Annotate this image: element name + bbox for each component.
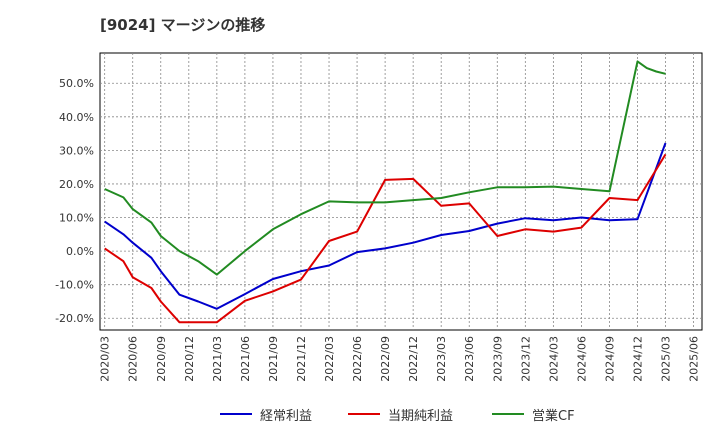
legend-swatch-operating-cf (492, 413, 524, 415)
x-tick-label: 2022/09 (379, 336, 392, 382)
y-axis-ticks: -20.0% -10.0% 0.0% 10.0% 20.0% 30.0% 40.0% 50.0… (55, 77, 94, 325)
series-line-2 (104, 60, 666, 276)
x-tick-label: 2024/06 (575, 336, 588, 382)
x-axis-ticks: 2020/03 2020/06 2020/09 2020/12 2021/03 2021/… (99, 336, 701, 382)
legend-label: 営業CF (532, 408, 575, 424)
grid-layer (100, 53, 702, 330)
x-tick-label: 2021/12 (295, 336, 308, 382)
x-tick-label: 2021/03 (211, 336, 224, 382)
y-tick-label: -20.0% (55, 312, 94, 325)
legend-item-operating-cf: 営業CF (492, 403, 575, 425)
y-tick-label: 50.0% (59, 77, 94, 90)
legend-item-recurring-profit: 経常利益 (220, 403, 312, 425)
x-tick-label: 2022/06 (351, 336, 364, 382)
series-layer (104, 60, 667, 324)
y-tick-label: 30.0% (59, 144, 94, 157)
legend: 経常利益 当期純利益 営業CF (0, 403, 720, 425)
x-tick-label: 2020/06 (127, 336, 140, 382)
legend-swatch-recurring-profit (220, 413, 252, 415)
legend-item-net-income: 当期純利益 (348, 403, 453, 425)
x-tick-label: 2023/03 (435, 336, 448, 382)
x-tick-label: 2025/03 (660, 336, 673, 382)
series-line-1 (104, 153, 667, 324)
y-tick-label: 0.0% (66, 245, 94, 258)
x-tick-label: 2020/09 (155, 336, 168, 382)
legend-swatch-net-income (348, 413, 380, 415)
x-tick-label: 2022/12 (407, 336, 420, 382)
x-tick-label: 2025/06 (688, 336, 701, 382)
x-tick-label: 2020/03 (99, 336, 112, 382)
x-tick-label: 2024/03 (547, 336, 560, 382)
x-tick-label: 2023/12 (519, 336, 532, 382)
chart-title: [9024] マージンの推移 (100, 16, 266, 34)
x-tick-label: 2021/09 (267, 336, 280, 382)
x-tick-label: 2020/12 (183, 336, 196, 382)
x-tick-label: 2024/12 (632, 336, 645, 382)
x-tick-label: 2022/03 (323, 336, 336, 382)
legend-label: 経常利益 (260, 408, 313, 424)
x-tick-label: 2023/06 (463, 336, 476, 382)
y-tick-label: 20.0% (59, 178, 94, 191)
x-tick-label: 2024/09 (603, 336, 616, 382)
legend-label: 当期純利益 (388, 408, 454, 424)
plot-area (99, 52, 703, 331)
x-tick-label: 2023/09 (491, 336, 504, 382)
x-tick-label: 2021/06 (239, 336, 252, 382)
y-tick-label: -10.0% (55, 279, 94, 292)
series-line-0 (104, 142, 667, 310)
y-tick-label: 40.0% (59, 111, 94, 124)
y-tick-label: 10.0% (59, 212, 94, 225)
